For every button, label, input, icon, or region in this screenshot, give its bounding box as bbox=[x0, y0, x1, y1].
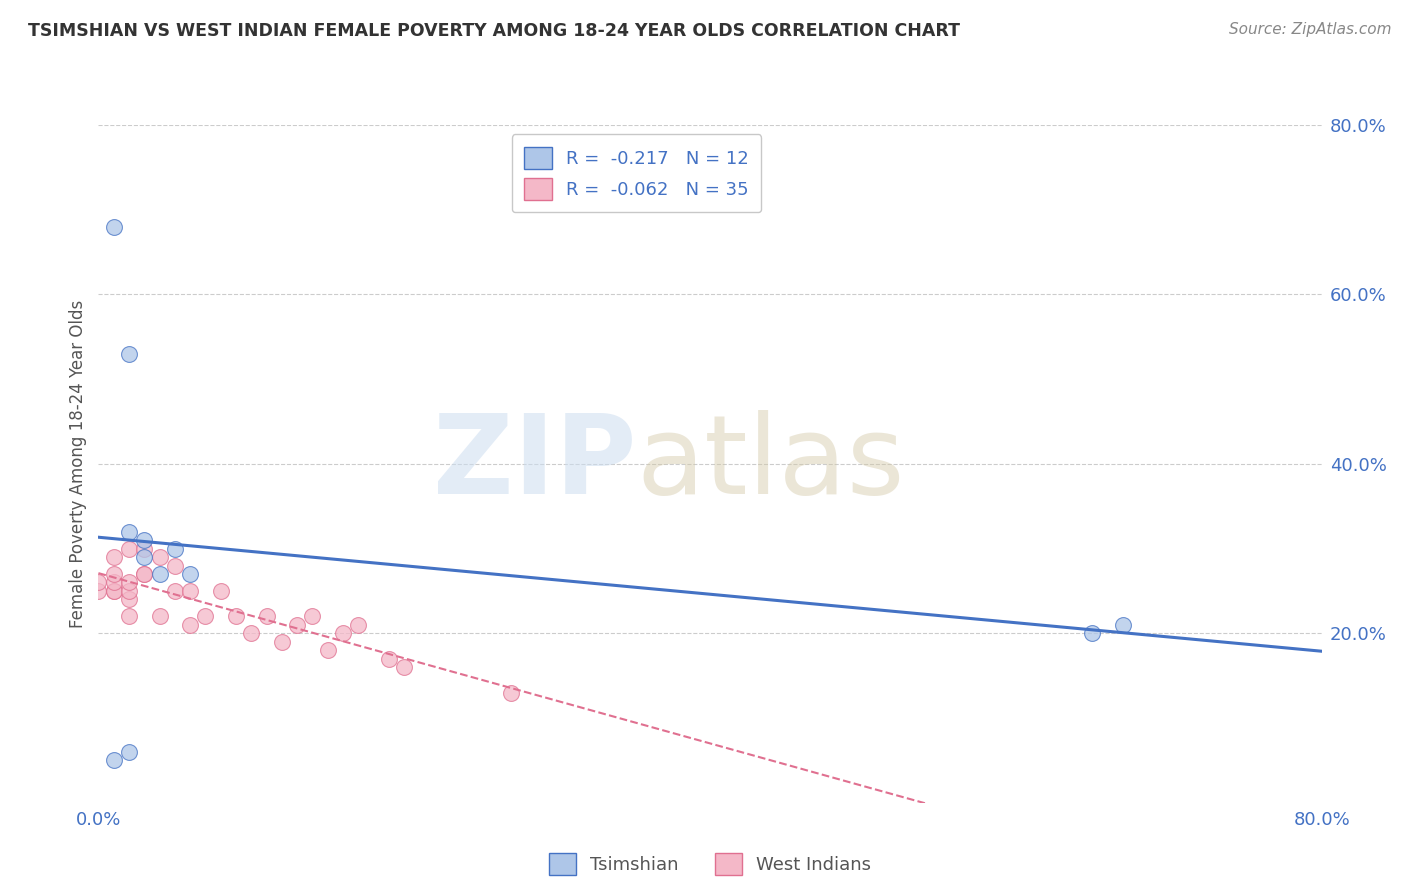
Point bbox=[87, 575, 110, 590]
Point bbox=[118, 541, 141, 556]
Point bbox=[316, 643, 339, 657]
Point bbox=[103, 584, 125, 599]
Point bbox=[118, 575, 141, 590]
Point bbox=[103, 549, 125, 565]
Point bbox=[1112, 618, 1135, 632]
Point bbox=[103, 575, 125, 590]
Point bbox=[194, 609, 217, 624]
Point bbox=[118, 745, 141, 759]
Point bbox=[347, 618, 370, 632]
Point bbox=[118, 609, 141, 624]
Text: TSIMSHIAN VS WEST INDIAN FEMALE POVERTY AMONG 18-24 YEAR OLDS CORRELATION CHART: TSIMSHIAN VS WEST INDIAN FEMALE POVERTY … bbox=[28, 22, 960, 40]
Point bbox=[118, 592, 141, 607]
Point bbox=[285, 618, 308, 632]
Point bbox=[134, 567, 156, 582]
Point bbox=[103, 219, 125, 234]
Y-axis label: Female Poverty Among 18-24 Year Olds: Female Poverty Among 18-24 Year Olds bbox=[69, 300, 87, 628]
Point bbox=[103, 567, 125, 582]
Point bbox=[501, 685, 523, 699]
Point bbox=[103, 584, 125, 599]
Point bbox=[179, 618, 201, 632]
Legend: Tsimshian, West Indians: Tsimshian, West Indians bbox=[541, 846, 879, 882]
Point bbox=[179, 567, 201, 582]
Text: atlas: atlas bbox=[637, 410, 905, 517]
Point bbox=[134, 541, 156, 556]
Point bbox=[134, 567, 156, 582]
Point bbox=[149, 549, 172, 565]
Point bbox=[134, 549, 156, 565]
Text: ZIP: ZIP bbox=[433, 410, 637, 517]
Point bbox=[149, 567, 172, 582]
Point bbox=[256, 609, 278, 624]
Point bbox=[163, 584, 186, 599]
Point bbox=[378, 651, 401, 665]
Point bbox=[118, 346, 141, 360]
Point bbox=[163, 541, 186, 556]
Point bbox=[134, 533, 156, 548]
Point bbox=[149, 609, 172, 624]
Point bbox=[118, 524, 141, 539]
Point bbox=[392, 660, 416, 674]
Point bbox=[103, 753, 125, 767]
Point bbox=[209, 584, 232, 599]
Point bbox=[225, 609, 247, 624]
Text: Source: ZipAtlas.com: Source: ZipAtlas.com bbox=[1229, 22, 1392, 37]
Point bbox=[163, 558, 186, 573]
Point bbox=[301, 609, 323, 624]
Point bbox=[87, 584, 110, 599]
Point bbox=[270, 635, 292, 649]
Point bbox=[118, 584, 141, 599]
Point bbox=[240, 626, 263, 640]
Point bbox=[332, 626, 354, 640]
Point bbox=[179, 584, 201, 599]
Point bbox=[1081, 626, 1104, 640]
